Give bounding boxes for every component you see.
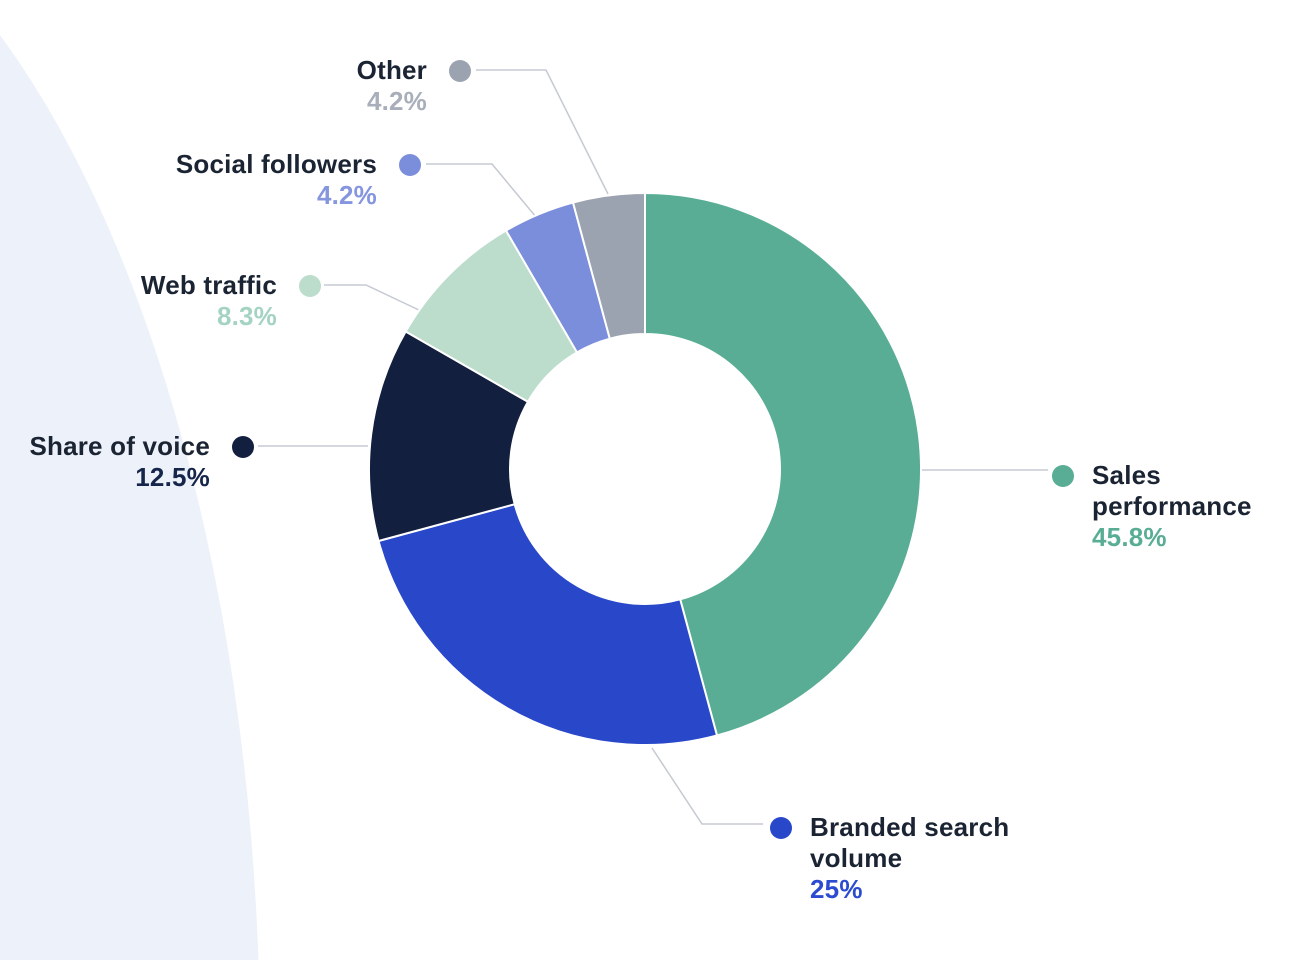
segment-percentage-branded-search-volume: 25%: [810, 874, 863, 904]
label-social-followers: Social followers 4.2%: [176, 149, 421, 211]
label-branded-search-volume: Branded search volume 25%: [770, 812, 1055, 905]
segment-dot-sales-performance: [1052, 465, 1074, 487]
segment-label-other: Other: [356, 55, 427, 85]
donut-segment-sales-performance: [644, 192, 922, 737]
segment-dot-share-of-voice: [232, 435, 254, 458]
segment-dot-social-followers: [399, 153, 421, 176]
donut-segment-branded-search-volume: [377, 503, 718, 746]
label-sales-performance: Sales performance 45.8%: [1052, 460, 1312, 553]
leader-lines: [258, 69, 1048, 825]
segment-percentage-share-of-voice: 12.5%: [135, 462, 210, 492]
segment-label-web-traffic: Web traffic: [140, 270, 277, 300]
label-share-of-voice: Share of voice 12.5%: [29, 431, 254, 493]
segment-dot-web-traffic: [299, 274, 321, 297]
leader-line-social-followers: [426, 163, 542, 224]
label-web-traffic: Web traffic 8.3%: [141, 270, 321, 332]
segment-percentage-other: 4.2%: [366, 86, 427, 116]
segment-dot-other: [449, 59, 471, 82]
donut-segments: [368, 192, 922, 746]
leader-line-branded-search-volume: [651, 747, 763, 825]
leader-line-other: [476, 69, 609, 195]
segment-percentage-social-followers: 4.2%: [316, 180, 377, 210]
segment-label-social-followers: Social followers: [175, 149, 377, 179]
donut-segment-other: [572, 192, 646, 340]
label-other: Other 4.2%: [357, 55, 471, 117]
segment-percentage-sales-performance: 45.8%: [1092, 522, 1167, 552]
segment-percentage-web-traffic: 8.3%: [216, 301, 277, 331]
donut-segment-share-of-voice: [368, 330, 529, 542]
segment-label-branded-search-volume: Branded search volume: [810, 812, 1010, 873]
segment-label-share-of-voice: Share of voice: [29, 431, 210, 461]
leader-line-web-traffic: [324, 284, 422, 312]
segment-dot-branded-search-volume: [770, 817, 792, 839]
segment-label-sales-performance: Sales performance: [1092, 460, 1252, 521]
